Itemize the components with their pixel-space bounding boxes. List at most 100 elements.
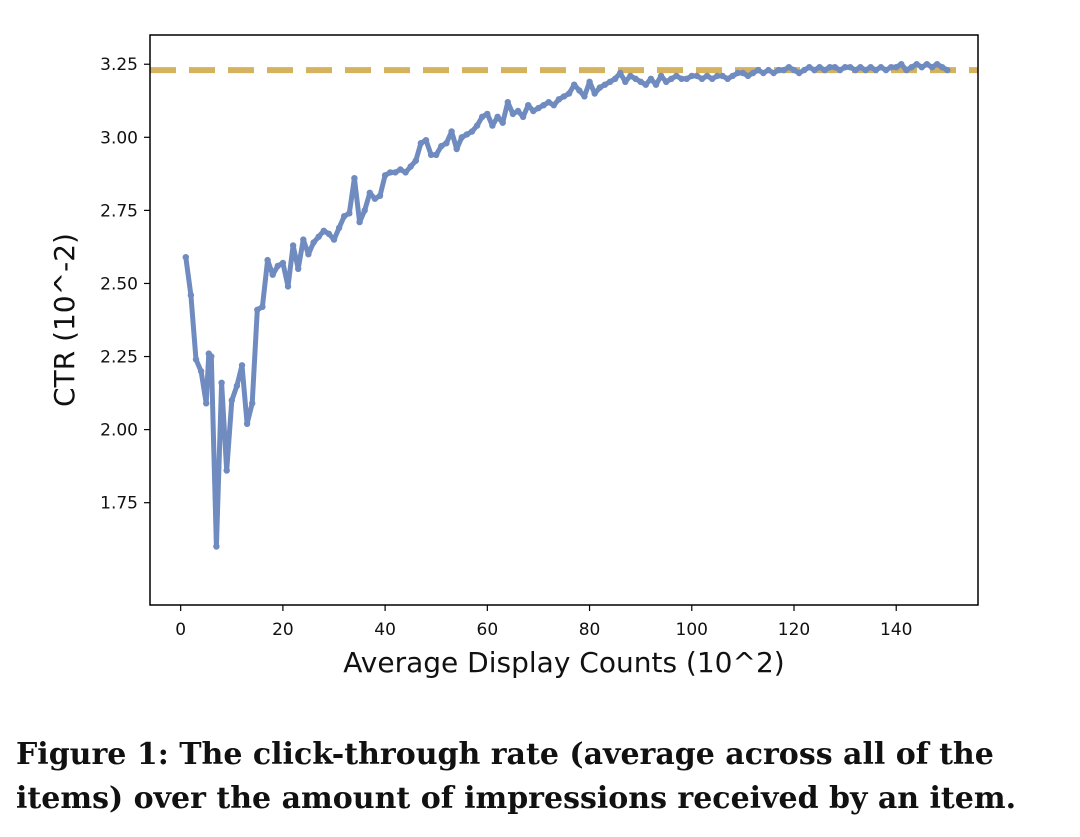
ctr-data-point — [668, 75, 675, 83]
ctr-data-point — [647, 75, 655, 83]
ctr-data-point — [448, 128, 455, 135]
ctr-data-point — [877, 63, 885, 71]
ctr-data-point — [259, 303, 266, 310]
ctr-data-point — [688, 72, 695, 80]
ctr-data-point — [908, 63, 915, 71]
ctr-data-point — [903, 66, 910, 74]
ctr-data-point — [596, 84, 603, 91]
ctr-data-point — [243, 420, 251, 427]
ctr-data-point — [371, 195, 379, 202]
ctr-data-point — [652, 81, 660, 88]
ctr-data-point — [836, 66, 844, 74]
ctr-data-point — [780, 66, 787, 74]
ctr-data-point — [550, 102, 557, 109]
ctr-data-point — [867, 63, 874, 71]
ctr-data-point — [289, 242, 297, 249]
ctr-data-point — [565, 90, 573, 97]
ctr-data-point — [806, 63, 813, 71]
ctr-data-point — [192, 356, 200, 363]
ctr-data-point — [402, 169, 409, 176]
y-tick-label: 2.25 — [100, 348, 138, 368]
ctr-data-point — [673, 72, 680, 80]
ctr-data-point — [458, 134, 465, 141]
ctr-data-point — [530, 107, 537, 115]
ctr-data-point — [484, 110, 491, 118]
x-tick-label: 80 — [579, 620, 601, 640]
ctr-data-point — [923, 60, 931, 68]
x-tick-label: 140 — [880, 620, 912, 640]
ctr-data-point — [504, 99, 511, 106]
ctr-data-point — [581, 93, 588, 100]
ctr-data-point — [351, 175, 358, 182]
ctr-line-chart: 0 20 40 60 80 100 120 140 1.75 2.00 2.25 2.50 2.75 3.… — [48, 34, 979, 679]
ctr-data-point — [571, 81, 578, 88]
ctr-data-point — [453, 145, 460, 153]
y-tick-label: 1.75 — [100, 494, 138, 514]
ctr-data-point — [346, 210, 353, 217]
x-axis-label: Average Display Counts (10^2) — [343, 646, 784, 679]
ctr-data-point — [525, 102, 532, 109]
x-tick-label: 100 — [676, 620, 708, 640]
ctr-data-point — [698, 75, 706, 83]
ctr-data-point — [218, 379, 225, 386]
ctr-data-point — [279, 259, 287, 267]
ctr-data-point — [724, 75, 731, 83]
ctr-data-point — [341, 213, 348, 220]
ctr-data-point — [617, 69, 624, 77]
ctr-data-point — [606, 78, 614, 86]
ctr-data-point — [463, 131, 471, 138]
ctr-data-point — [821, 66, 828, 74]
ctr-data-point — [269, 271, 276, 278]
ctr-data-point — [734, 69, 741, 77]
ctr-data-point — [427, 151, 435, 158]
ctr-data-point — [841, 63, 849, 71]
ctr-data-point — [852, 66, 859, 74]
ctr-data-point — [305, 251, 312, 258]
ctr-data-point — [535, 104, 542, 112]
series-layer — [182, 60, 951, 550]
ctr-data-point — [744, 72, 752, 80]
y-axis-label: CTR (10^-2) — [48, 233, 81, 407]
ctr-data-point — [387, 169, 394, 176]
ctr-data-point — [274, 262, 281, 270]
ctr-data-point — [197, 368, 205, 375]
y-tick-label: 2.00 — [100, 421, 138, 441]
ctr-data-point — [693, 72, 701, 80]
ctr-data-point — [366, 189, 373, 196]
ctr-data-point — [473, 122, 481, 129]
x-tick-label: 20 — [272, 620, 294, 640]
ctr-data-point — [749, 69, 757, 77]
ctr-data-point — [560, 93, 568, 100]
ctr-data-point — [284, 283, 292, 290]
ctr-data-point — [499, 119, 506, 126]
ctr-data-point — [397, 166, 404, 173]
ctr-data-point — [300, 236, 307, 243]
ctr-data-point — [264, 256, 271, 264]
ctr-data-point — [831, 63, 839, 71]
y-tick-label: 2.75 — [100, 201, 138, 221]
ctr-data-point — [381, 172, 389, 179]
ctr-data-point — [944, 66, 951, 74]
ctr-data-point — [295, 265, 302, 272]
ctr-data-point — [249, 400, 256, 407]
ctr-data-point — [811, 66, 818, 74]
ctr-data-point — [325, 230, 333, 237]
ctr-data-point — [514, 107, 522, 115]
ctr-data-point — [637, 78, 644, 86]
ctr-data-point — [755, 66, 762, 74]
ctr-data-point — [632, 75, 639, 83]
ctr-data-point — [361, 207, 368, 214]
ctr-data-point — [545, 99, 552, 106]
ctr-data-point — [213, 543, 220, 550]
ctr-data-point — [913, 60, 920, 68]
ctr-data-point — [233, 382, 241, 389]
ctr-data-point — [862, 66, 869, 74]
figure-caption: Figure 1: The click-through rate (averag… — [16, 737, 1017, 816]
ctr-data-point — [203, 400, 210, 407]
ctr-data-point — [847, 63, 854, 71]
x-tick-label: 40 — [374, 620, 396, 640]
ctr-data-point — [591, 90, 598, 97]
x-tick-label: 60 — [477, 620, 499, 640]
y-tick-label: 3.00 — [100, 128, 138, 148]
